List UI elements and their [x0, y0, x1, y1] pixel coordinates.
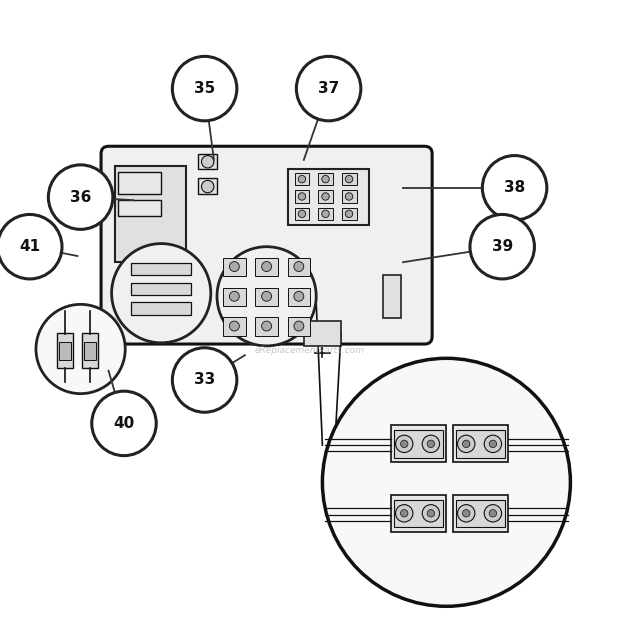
Circle shape: [484, 435, 502, 453]
Bar: [456, 500, 505, 527]
Circle shape: [92, 391, 156, 455]
Circle shape: [298, 210, 306, 218]
Circle shape: [202, 181, 214, 193]
Bar: [342, 207, 356, 220]
Bar: [131, 282, 191, 295]
Circle shape: [396, 504, 413, 522]
Text: eReplacementParts.com: eReplacementParts.com: [255, 346, 365, 355]
Circle shape: [396, 435, 413, 453]
Bar: [255, 258, 278, 277]
Bar: [118, 172, 161, 194]
Bar: [318, 207, 333, 220]
Bar: [453, 495, 508, 532]
Bar: [453, 425, 508, 462]
Circle shape: [401, 440, 408, 448]
Circle shape: [112, 244, 211, 343]
Bar: [294, 190, 309, 203]
Bar: [288, 258, 310, 277]
Bar: [84, 342, 96, 360]
Bar: [118, 200, 161, 216]
Circle shape: [322, 210, 329, 218]
Circle shape: [36, 305, 125, 394]
Text: 38: 38: [504, 180, 525, 195]
Bar: [82, 333, 98, 368]
Circle shape: [262, 321, 272, 331]
Circle shape: [217, 247, 316, 346]
Circle shape: [294, 261, 304, 272]
Text: 40: 40: [113, 416, 135, 431]
Circle shape: [345, 210, 353, 218]
Circle shape: [296, 57, 361, 121]
Circle shape: [427, 440, 435, 448]
Bar: [391, 495, 446, 532]
Text: 39: 39: [492, 239, 513, 254]
Circle shape: [229, 321, 239, 331]
Circle shape: [482, 156, 547, 220]
Bar: [318, 173, 333, 185]
Circle shape: [294, 291, 304, 301]
Bar: [294, 207, 309, 220]
Circle shape: [489, 440, 497, 448]
Bar: [131, 263, 191, 275]
Circle shape: [345, 176, 353, 183]
Circle shape: [427, 509, 435, 517]
Circle shape: [463, 440, 470, 448]
Bar: [59, 342, 71, 360]
Text: 35: 35: [194, 81, 215, 96]
Bar: [288, 287, 310, 306]
Circle shape: [172, 57, 237, 121]
Circle shape: [262, 291, 272, 301]
Circle shape: [294, 321, 304, 331]
Circle shape: [463, 509, 470, 517]
Circle shape: [172, 348, 237, 412]
Circle shape: [322, 176, 329, 183]
Circle shape: [262, 261, 272, 272]
Text: 36: 36: [70, 190, 91, 205]
Circle shape: [229, 291, 239, 301]
Bar: [288, 169, 369, 225]
Bar: [294, 173, 309, 185]
Bar: [131, 303, 191, 315]
Bar: [394, 430, 443, 457]
Circle shape: [48, 165, 113, 230]
Bar: [223, 317, 246, 336]
Bar: [342, 190, 356, 203]
Bar: [255, 317, 278, 336]
Circle shape: [458, 435, 475, 453]
Text: 37: 37: [318, 81, 339, 96]
Bar: [115, 166, 186, 262]
Bar: [198, 154, 217, 169]
Bar: [391, 425, 446, 462]
Circle shape: [322, 358, 570, 606]
Bar: [318, 190, 333, 203]
Bar: [456, 430, 505, 457]
Bar: [198, 179, 217, 194]
Circle shape: [489, 509, 497, 517]
Circle shape: [345, 193, 353, 200]
Bar: [304, 321, 341, 346]
Circle shape: [422, 435, 440, 453]
Bar: [383, 275, 401, 318]
Circle shape: [484, 504, 502, 522]
FancyBboxPatch shape: [101, 146, 432, 344]
Circle shape: [0, 214, 62, 279]
Text: 41: 41: [19, 239, 40, 254]
Bar: [57, 333, 73, 368]
Bar: [255, 287, 278, 306]
Circle shape: [229, 261, 239, 272]
Circle shape: [458, 504, 475, 522]
Bar: [288, 317, 310, 336]
Circle shape: [202, 156, 214, 168]
Circle shape: [298, 193, 306, 200]
Bar: [394, 500, 443, 527]
Circle shape: [470, 214, 534, 279]
Circle shape: [422, 504, 440, 522]
Bar: [223, 287, 246, 306]
Circle shape: [401, 509, 408, 517]
Circle shape: [298, 176, 306, 183]
Bar: [342, 173, 356, 185]
Circle shape: [322, 193, 329, 200]
Text: 33: 33: [194, 373, 215, 387]
Bar: [223, 258, 246, 277]
